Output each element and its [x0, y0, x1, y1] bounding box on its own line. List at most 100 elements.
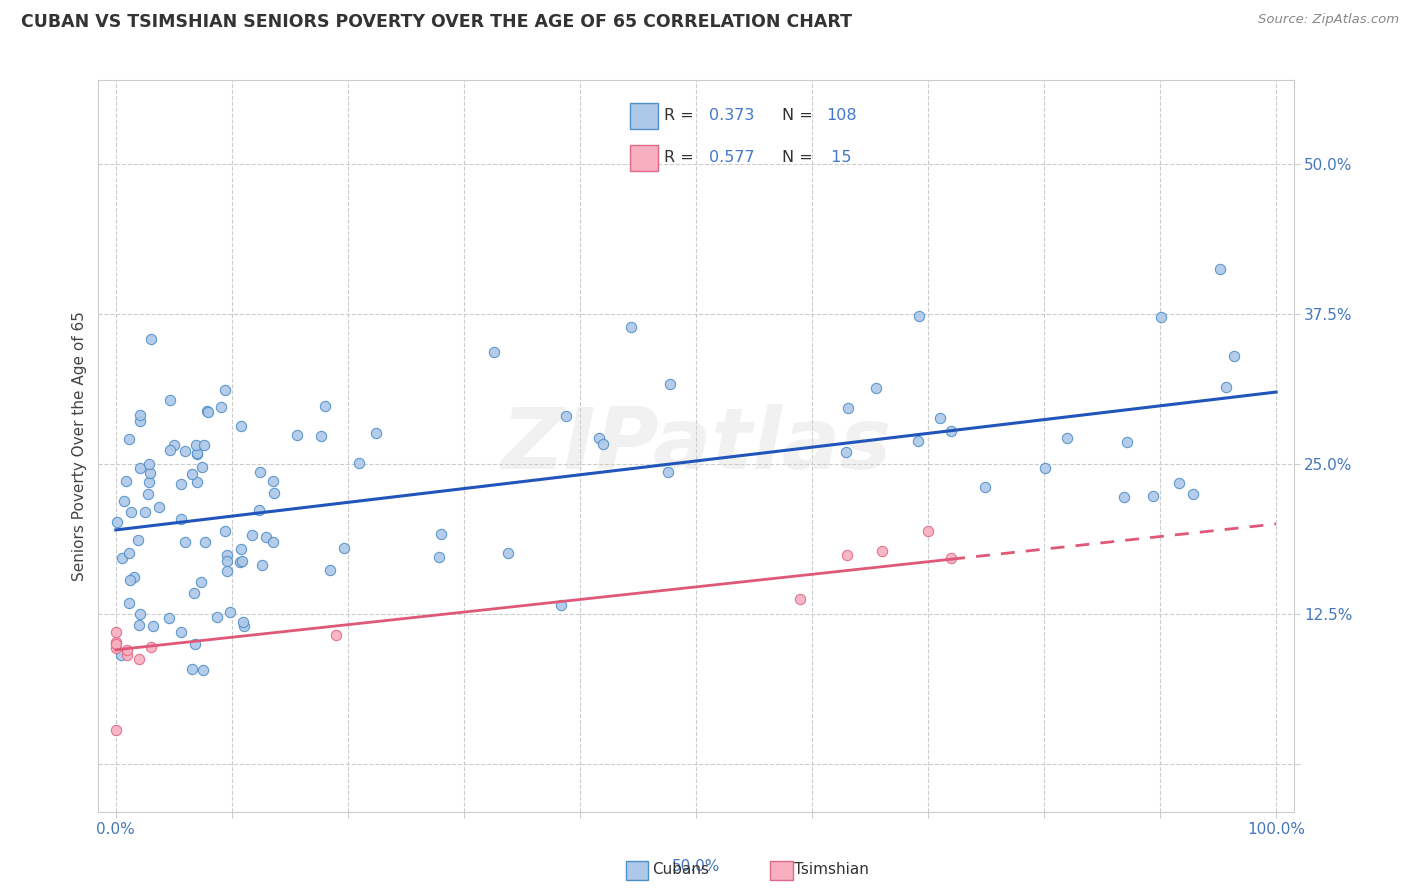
Point	[115, 474, 138, 488]
Point	[120, 505, 142, 519]
Point	[195, 404, 218, 418]
Point	[148, 500, 170, 514]
Bar	[630, 103, 658, 128]
Point	[122, 570, 145, 584]
Point	[128, 618, 150, 632]
Point	[1115, 434, 1137, 449]
Point	[104, 637, 127, 651]
Point	[138, 475, 160, 490]
Point	[554, 409, 576, 424]
Point	[186, 446, 208, 460]
Point	[138, 457, 160, 471]
Point	[588, 431, 610, 445]
Point	[429, 527, 451, 541]
Text: ZIPatlas: ZIPatlas	[501, 404, 891, 488]
Point	[311, 429, 333, 443]
Text: N =: N =	[782, 109, 817, 123]
Point	[112, 494, 135, 508]
Point	[252, 558, 274, 572]
Text: 0.373: 0.373	[709, 109, 754, 123]
Point	[1222, 349, 1244, 363]
Point	[870, 544, 893, 558]
Point	[170, 476, 193, 491]
Point	[110, 648, 132, 663]
Point	[105, 515, 128, 529]
Point	[181, 467, 204, 481]
Text: 50.0%: 50.0%	[672, 859, 720, 874]
Point	[231, 554, 253, 568]
Point	[117, 432, 139, 446]
Point	[136, 487, 159, 501]
Point	[118, 573, 141, 587]
Point	[1181, 487, 1204, 501]
Point	[134, 505, 156, 519]
Point	[835, 445, 858, 459]
Point	[550, 599, 572, 613]
Text: Cubans: Cubans	[652, 863, 710, 877]
Point	[139, 640, 162, 654]
Point	[1150, 310, 1173, 324]
Point	[254, 530, 277, 544]
Point	[128, 408, 150, 422]
Point	[262, 474, 284, 488]
Point	[262, 535, 284, 549]
Point	[865, 381, 887, 395]
Text: Source: ZipAtlas.com: Source: ZipAtlas.com	[1258, 13, 1399, 27]
Point	[174, 443, 197, 458]
Point	[314, 399, 336, 413]
Point	[219, 605, 242, 619]
Point	[620, 320, 643, 334]
Point	[232, 618, 254, 632]
Point	[139, 332, 162, 346]
Point	[197, 404, 219, 418]
Point	[592, 437, 614, 451]
Point	[194, 534, 217, 549]
Text: 15: 15	[827, 151, 852, 166]
Point	[173, 534, 195, 549]
Point	[118, 546, 141, 560]
Point	[917, 524, 939, 538]
Point	[186, 475, 208, 490]
Point	[908, 309, 931, 323]
Point	[232, 615, 254, 629]
Point	[1114, 490, 1136, 504]
Point	[180, 662, 202, 676]
Point	[1168, 476, 1191, 491]
Point	[229, 419, 252, 434]
Point	[163, 437, 186, 451]
Point	[332, 541, 354, 556]
Text: R =: R =	[664, 151, 699, 166]
Point	[263, 486, 285, 500]
Point	[285, 427, 308, 442]
Point	[231, 541, 253, 556]
Text: CUBAN VS TSIMSHIAN SENIORS POVERTY OVER THE AGE OF 65 CORRELATION CHART: CUBAN VS TSIMSHIAN SENIORS POVERTY OVER …	[21, 13, 852, 31]
Point	[129, 414, 152, 428]
Point	[1142, 490, 1164, 504]
Point	[318, 563, 340, 577]
Point	[837, 401, 859, 415]
Point	[215, 554, 238, 568]
Point	[229, 555, 252, 569]
Point	[973, 480, 995, 494]
Point	[111, 550, 134, 565]
Point	[1215, 380, 1237, 394]
Point	[118, 596, 141, 610]
Point	[907, 434, 929, 448]
Point	[325, 627, 347, 641]
Text: Tsimshian: Tsimshian	[794, 863, 869, 877]
Point	[929, 411, 952, 425]
Bar	[630, 145, 658, 170]
Point	[191, 459, 214, 474]
Point	[127, 533, 149, 548]
Point	[657, 465, 679, 479]
Point	[1056, 431, 1078, 445]
Point	[835, 548, 858, 562]
Point	[170, 625, 193, 640]
Point	[658, 377, 681, 392]
Point	[247, 503, 270, 517]
Point	[128, 651, 150, 665]
Point	[186, 438, 208, 452]
Point	[157, 610, 180, 624]
Point	[215, 548, 238, 562]
Point	[1033, 461, 1056, 475]
